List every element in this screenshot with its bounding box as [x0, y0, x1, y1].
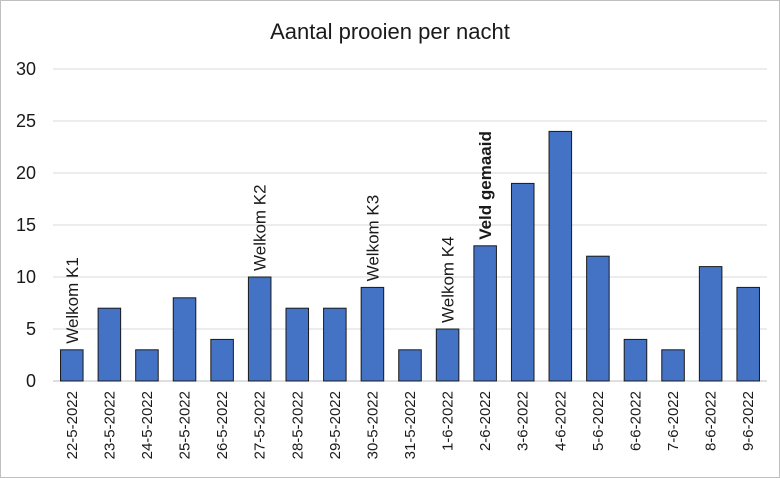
y-tick-label: 15	[16, 215, 36, 235]
bar	[172, 297, 197, 382]
y-tick-label: 5	[26, 319, 36, 339]
bar	[360, 286, 385, 382]
x-tick-label: 27-5-2022	[252, 391, 269, 459]
y-tick-label: 10	[16, 267, 36, 287]
x-tick-label: 4-6-2022	[552, 391, 569, 451]
annotations: Welkom K1 Welkom K2 Welkom K3 Welkom K4 Veld…	[63, 131, 495, 344]
x-tick-label: 7-6-2022	[665, 391, 682, 451]
bar	[473, 245, 497, 382]
x-tick-label: 30-5-2022	[364, 391, 381, 459]
x-tick-label: 5-6-2022	[590, 391, 607, 451]
y-tick-label: 25	[16, 111, 36, 131]
x-tick-label: 29-5-2022	[327, 391, 344, 459]
bar	[736, 286, 760, 382]
annotation-label: Welkom K4	[439, 236, 458, 323]
gridlines	[53, 68, 767, 382]
bar	[60, 349, 84, 382]
annotation-label: Veld gemaaid	[476, 131, 495, 240]
y-axis-ticks: 0 5 10 15 20 25 30	[16, 59, 36, 391]
x-tick-label: 23-5-2022	[101, 391, 118, 459]
bar	[586, 255, 610, 382]
x-tick-label: 3-6-2022	[515, 391, 532, 451]
x-tick-label: 26-5-2022	[214, 391, 231, 459]
bar	[135, 349, 159, 382]
x-tick-label: 9-6-2022	[740, 391, 757, 451]
bar	[398, 349, 422, 382]
chart-title: Aantal prooien per nacht	[270, 19, 510, 44]
bars	[60, 130, 760, 382]
x-tick-label: 28-5-2022	[289, 391, 306, 459]
bar	[210, 338, 234, 382]
bar	[323, 307, 347, 382]
bar	[698, 266, 723, 382]
y-tick-label: 20	[16, 163, 36, 183]
annotation-label: Welkom K1	[63, 257, 82, 344]
x-tick-label: 1-6-2022	[440, 391, 457, 451]
x-tick-label: 2-6-2022	[477, 391, 494, 451]
bar	[97, 307, 122, 382]
x-tick-label: 24-5-2022	[139, 391, 156, 459]
annotation-label: Welkom K2	[251, 184, 270, 271]
bar	[623, 338, 648, 382]
bar	[285, 307, 310, 382]
bar	[247, 276, 272, 382]
y-tick-label: 30	[16, 59, 36, 79]
bar	[548, 130, 573, 382]
x-tick-label: 31-5-2022	[402, 391, 419, 459]
bar	[435, 328, 460, 382]
x-tick-label: 6-6-2022	[627, 391, 644, 451]
bar	[661, 349, 685, 382]
annotation-label: Welkom K3	[363, 195, 382, 282]
x-tick-label: 25-5-2022	[177, 391, 194, 459]
x-tick-label: 22-5-2022	[64, 391, 81, 459]
bar	[510, 182, 535, 382]
x-tick-label: 8-6-2022	[703, 391, 720, 451]
x-axis-ticks: 22-5-2022 23-5-2022 24-5-2022 25-5-2022 26-5…	[64, 391, 757, 459]
y-tick-label: 0	[26, 371, 36, 391]
